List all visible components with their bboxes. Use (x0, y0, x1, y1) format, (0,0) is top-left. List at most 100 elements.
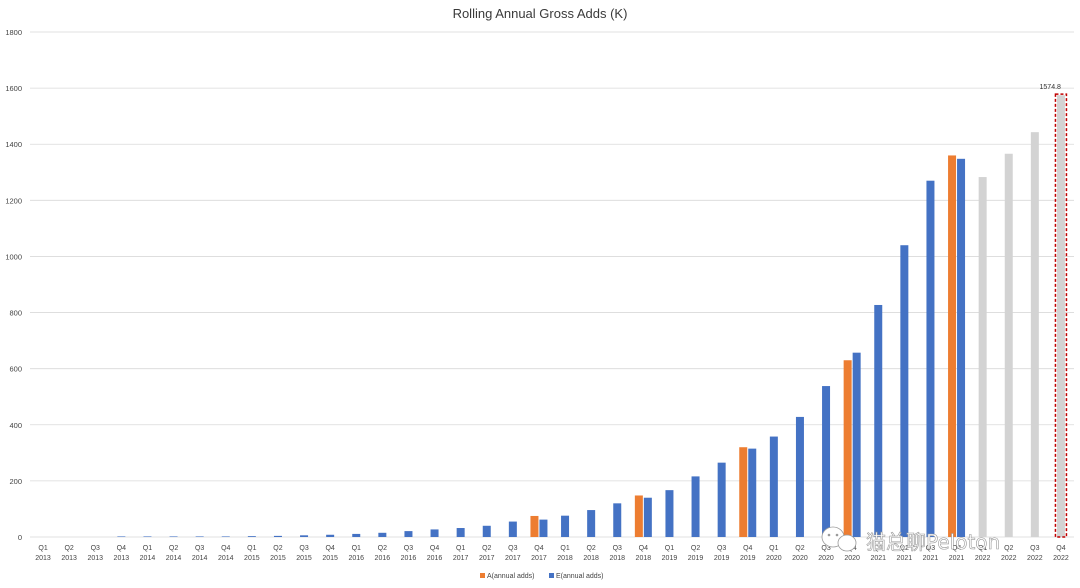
bar-forecast (978, 177, 987, 537)
bar-e (221, 536, 230, 537)
x-tick-quarter: Q1 (352, 545, 361, 552)
x-tick-year: 2018 (609, 555, 625, 562)
x-tick-year: 2020 (818, 555, 834, 562)
x-tick-quarter: Q3 (821, 545, 830, 552)
x-tick-quarter: Q3 (404, 545, 413, 552)
x-tick-year: 2015 (296, 555, 312, 562)
bar-e (717, 462, 726, 537)
x-tick-year: 2014 (140, 555, 156, 562)
bar-e (482, 525, 491, 537)
y-tick-label: 1400 (5, 140, 22, 149)
x-tick-year: 2014 (192, 555, 208, 562)
bar-e (769, 436, 778, 537)
legend-label-e: E(annual adds) (556, 573, 603, 580)
x-tick-quarter: Q2 (378, 545, 387, 552)
x-tick-quarter: Q4 (325, 545, 334, 552)
x-tick-quarter: Q2 (691, 545, 700, 552)
bar-e (926, 180, 935, 537)
x-tick-year: 2014 (218, 555, 234, 562)
x-tick-year: 2014 (166, 555, 182, 562)
bar-e (508, 521, 517, 537)
x-tick-quarter: Q4 (221, 545, 230, 552)
x-tick-year: 2021 (949, 555, 965, 562)
x-tick-quarter: Q1 (874, 545, 883, 552)
chart-title: Rolling Annual Gross Adds (K) (453, 6, 628, 21)
x-tick-year: 2022 (1001, 555, 1017, 562)
x-tick-year: 2016 (401, 555, 417, 562)
x-tick-year: 2020 (766, 555, 782, 562)
x-tick-quarter: Q3 (1030, 545, 1039, 552)
bar-e (748, 448, 757, 537)
bar-a (948, 155, 957, 537)
x-tick-year: 2019 (662, 555, 678, 562)
x-tick-year: 2017 (531, 555, 547, 562)
x-tick-quarter: Q2 (586, 545, 595, 552)
legend-swatch-e (549, 573, 554, 578)
x-tick-quarter: Q4 (430, 545, 439, 552)
bar-e (117, 536, 126, 537)
x-tick-quarter: Q1 (143, 545, 152, 552)
bar-e (326, 534, 335, 537)
x-tick-quarter: Q2 (795, 545, 804, 552)
x-tick-quarter: Q3 (195, 545, 204, 552)
watermark: 猫总聊Peloton (821, 526, 1001, 554)
y-tick-label: 0 (18, 533, 22, 542)
y-tick-label: 800 (9, 309, 22, 318)
y-tick-label: 1800 (5, 28, 22, 37)
x-tick-quarter: Q1 (769, 545, 778, 552)
x-tick-quarter: Q1 (978, 545, 987, 552)
x-tick-quarter: Q1 (665, 545, 674, 552)
x-tick-year: 2015 (270, 555, 286, 562)
x-tick-year: 2015 (322, 555, 338, 562)
x-tick-year: 2019 (740, 555, 756, 562)
y-tick-label: 400 (9, 421, 22, 430)
x-tick-year: 2022 (1053, 555, 1069, 562)
x-tick-year: 2019 (714, 555, 730, 562)
bars (117, 93, 1068, 538)
highlight-box (1054, 93, 1068, 538)
x-tick-year: 2021 (923, 555, 939, 562)
watermark-text: 猫总聊Peloton (866, 530, 1000, 554)
bar-e (691, 476, 700, 537)
bar-e (352, 533, 361, 537)
x-tick-quarter: Q4 (639, 545, 648, 552)
x-tick-year: 2019 (688, 555, 704, 562)
x-tick-year: 2021 (897, 555, 913, 562)
x-tick-year: 2022 (1027, 555, 1043, 562)
x-tick-quarter: Q4 (743, 545, 752, 552)
x-tick-year: 2013 (61, 555, 77, 562)
x-tick-quarter: Q4 (1056, 545, 1065, 552)
y-tick-label: 600 (9, 365, 22, 374)
x-tick-year: 2016 (427, 555, 443, 562)
y-tick-label: 1600 (5, 84, 22, 93)
bar-e (874, 304, 883, 537)
x-tick-quarter: Q3 (613, 545, 622, 552)
bar-a (843, 360, 852, 537)
bar-e (665, 490, 674, 537)
bar-forecast (1056, 95, 1065, 537)
bar-e (378, 532, 387, 537)
x-tick-year: 2020 (792, 555, 808, 562)
bar-e (456, 528, 465, 537)
x-tick-quarter: Q2 (900, 545, 909, 552)
x-tick-year: 2013 (35, 555, 51, 562)
bar-forecast (1030, 132, 1039, 538)
y-axis-ticks: 0 200 400 600 800 1000 1200 1400 1600 1800 (5, 28, 22, 542)
x-tick-year: 2016 (375, 555, 391, 562)
annotations: 1574.8 (1040, 84, 1062, 91)
wechat-logo-icon (821, 526, 857, 552)
x-tick-quarter: Q3 (926, 545, 935, 552)
x-tick-quarter: Q2 (482, 545, 491, 552)
y-tick-label: 1000 (5, 252, 22, 261)
x-tick-quarter: Q4 (952, 545, 961, 552)
x-tick-year: 2022 (975, 555, 991, 562)
x-tick-quarter: Q3 (91, 545, 100, 552)
x-tick-quarter: Q1 (38, 545, 47, 552)
bar-e (613, 503, 622, 537)
x-tick-year: 2017 (453, 555, 469, 562)
bar-e (404, 531, 413, 537)
bar-e (195, 536, 204, 537)
bar-e (169, 536, 178, 537)
bar-e (143, 536, 152, 537)
